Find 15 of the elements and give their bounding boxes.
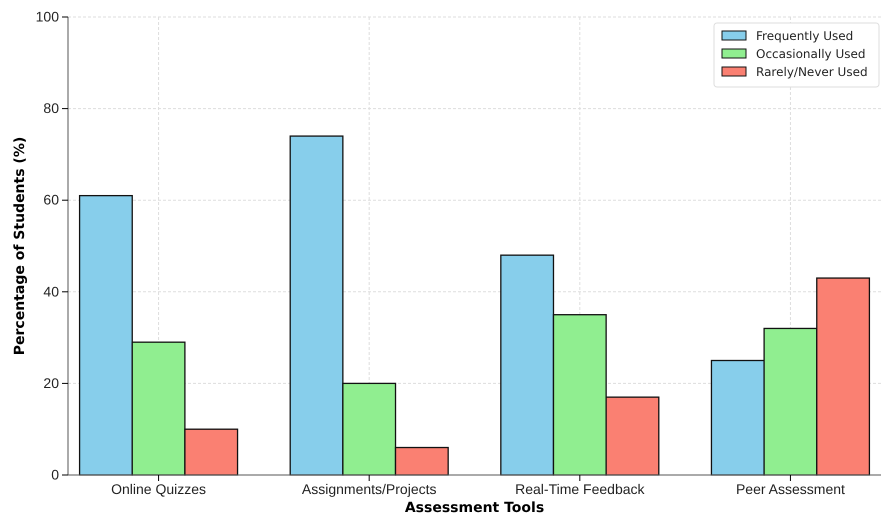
x-tick-label: Real-Time Feedback [515,480,646,497]
y-tick-label: 0 [51,466,60,482]
y-tick-label: 60 [43,192,60,208]
y-tick-label: 100 [36,8,60,24]
y-tick-label: 40 [43,283,60,300]
x-tick-label: Assignments/Projects [302,480,436,497]
legend-label: Rarely/Never Used [756,65,868,79]
x-tick-label: Peer Assessment [736,480,846,497]
legend-label: Frequently Used [756,29,854,43]
legend-label: Occasionally Used [756,47,866,61]
y-tick-label: 80 [43,100,60,116]
y-axis-title: Percentage of Students (%) [12,136,28,356]
x-tick-label: Online Quizzes [111,480,206,497]
y-tick-label: 20 [43,374,60,391]
x-axis-title: Assessment Tools [404,500,544,515]
